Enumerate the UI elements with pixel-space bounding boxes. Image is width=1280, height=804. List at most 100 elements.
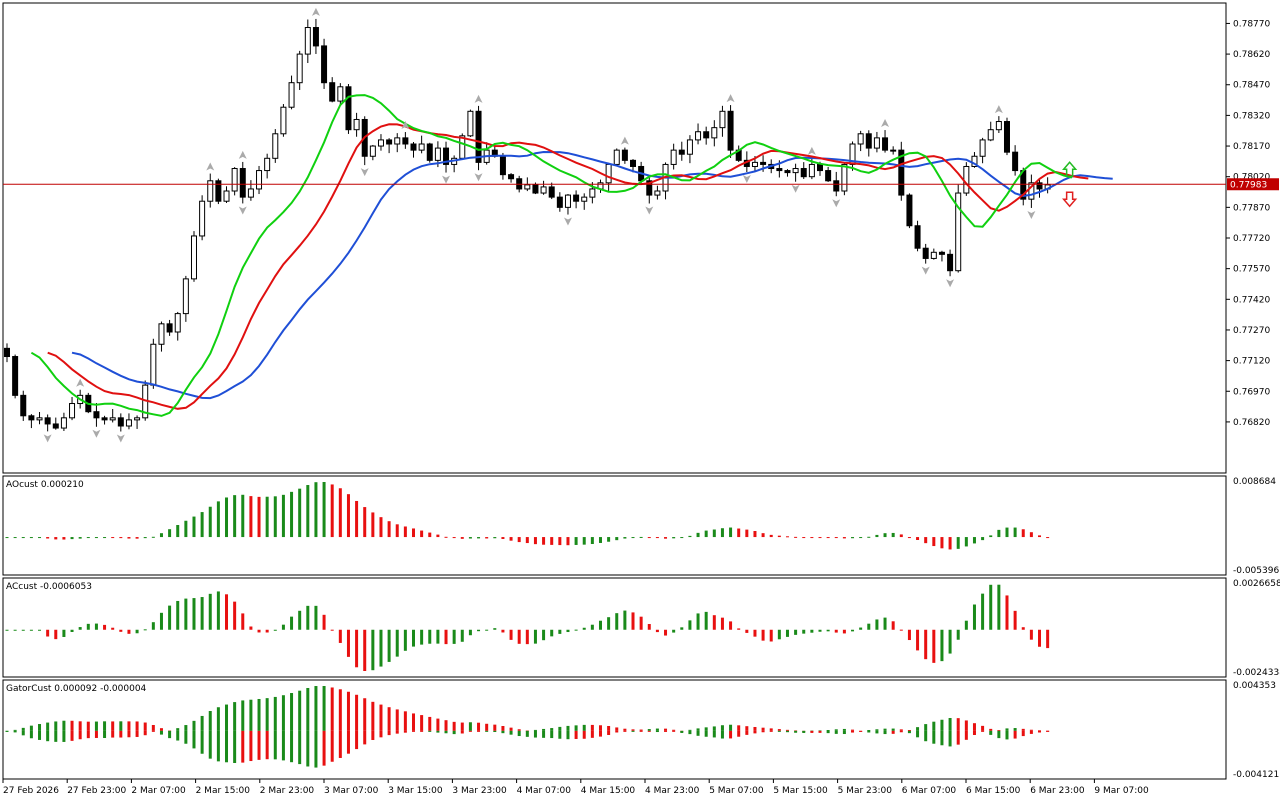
- histogram-bar: [615, 613, 619, 630]
- histogram-bar: [745, 629, 749, 633]
- histogram-bar: [558, 629, 562, 634]
- gator-down-bar: [119, 730, 123, 738]
- histogram-bar: [826, 629, 830, 632]
- gator-up-bar: [1029, 729, 1033, 731]
- alligator-jaw-line: [71, 150, 1113, 400]
- gator-up-bar: [550, 728, 554, 731]
- histogram-bar: [566, 629, 570, 633]
- histogram-bar: [265, 496, 269, 538]
- gator-down-bar: [688, 730, 692, 735]
- histogram-bar: [192, 598, 196, 630]
- gator-down-bar: [647, 730, 651, 732]
- gator-down-bar: [200, 730, 204, 754]
- fractal-up-icon: [726, 94, 735, 103]
- histogram-bar: [38, 537, 42, 539]
- gator-down-bar: [233, 730, 237, 764]
- gator-up-bar: [777, 729, 781, 731]
- gator-down-bar: [826, 730, 830, 734]
- candle-bear: [833, 180, 840, 192]
- candle-bear: [402, 137, 409, 145]
- histogram-bar: [444, 536, 448, 538]
- candle-bull: [686, 139, 693, 155]
- gator-down-bar: [94, 730, 98, 738]
- ac-panel: ACcust -0.0006053: [5, 582, 1050, 671]
- gator-down-bar: [542, 730, 546, 738]
- histogram-bar: [46, 629, 50, 637]
- histogram-bar: [29, 537, 33, 539]
- histogram-bar: [940, 537, 944, 549]
- gator-up-bar: [184, 725, 188, 731]
- gator-up-bar: [1013, 728, 1017, 731]
- histogram-bar: [525, 629, 529, 645]
- histogram-bar: [916, 629, 920, 651]
- candle-bull: [369, 145, 376, 157]
- histogram-bar: [111, 537, 115, 539]
- gator-up-bar: [477, 722, 481, 731]
- histogram-bar: [867, 536, 871, 538]
- gator-down-bar: [13, 730, 17, 733]
- gator-up-bar: [78, 721, 82, 731]
- gator-up-bar: [428, 716, 432, 731]
- histogram-bar: [13, 629, 17, 631]
- gator-up-bar: [379, 704, 383, 731]
- fractal-down-icon: [946, 279, 955, 288]
- candle-bull: [955, 192, 962, 272]
- candle-bull: [109, 417, 116, 421]
- gator-up-bar: [989, 728, 993, 731]
- gator-down-bar: [582, 730, 586, 739]
- candle-bear: [239, 168, 246, 198]
- candle-bear: [914, 225, 921, 249]
- histogram-bar: [70, 537, 74, 540]
- candle-bear: [646, 180, 653, 196]
- histogram-bar: [119, 629, 123, 632]
- histogram-bar: [21, 629, 25, 631]
- gator-up-bar: [355, 694, 359, 731]
- fractal-down-icon: [92, 429, 101, 438]
- histogram-bar: [346, 629, 350, 657]
- histogram-bar: [314, 605, 318, 630]
- histogram-bar: [501, 629, 505, 633]
- candle-bear: [28, 415, 35, 421]
- histogram-bar: [688, 620, 692, 630]
- histogram-bar: [151, 536, 155, 538]
- histogram-bar: [208, 506, 212, 538]
- gator-down-bar: [363, 730, 367, 745]
- histogram-bar: [111, 627, 115, 630]
- gator-up-bar: [582, 724, 586, 731]
- histogram-bar: [298, 488, 302, 538]
- histogram-bar: [306, 605, 310, 630]
- gator-down-bar: [598, 730, 602, 737]
- gator-up-bar: [119, 721, 123, 731]
- histogram-bar: [769, 629, 773, 642]
- gator-up-bar: [70, 720, 74, 731]
- fractals: [43, 7, 1036, 443]
- gator-up-bar: [346, 691, 350, 731]
- y-tick-label: 0.77120: [1233, 357, 1270, 367]
- y-tick-label: 0.78470: [1233, 81, 1270, 91]
- gator-down-bar: [956, 730, 960, 745]
- indicator-label: GatorCust 0.000092 -0.000004: [6, 684, 147, 694]
- histogram-bar: [1029, 532, 1033, 538]
- histogram-bar: [127, 537, 131, 539]
- fractal-down-icon: [442, 175, 451, 184]
- histogram-bar: [794, 536, 798, 538]
- histogram-bar: [249, 626, 253, 630]
- candle-bear: [621, 149, 628, 161]
- gator-down-bar: [696, 730, 700, 736]
- histogram-bar: [452, 629, 456, 644]
- gator-down-bar: [615, 730, 619, 733]
- gator-up-bar: [485, 723, 489, 731]
- histogram-bar: [834, 629, 838, 633]
- candle-bull: [69, 403, 76, 419]
- x-tick-label: 5 Mar 15:00: [773, 786, 828, 796]
- histogram-bar: [1038, 629, 1042, 647]
- candle-bull: [337, 86, 344, 102]
- candle-bear: [166, 323, 173, 333]
- histogram-bar: [631, 612, 635, 630]
- histogram-bar: [86, 537, 90, 539]
- histogram-bar: [761, 629, 765, 641]
- fractal-up-icon: [238, 150, 247, 159]
- ao-panel: AOcust 0.000210: [5, 480, 1050, 550]
